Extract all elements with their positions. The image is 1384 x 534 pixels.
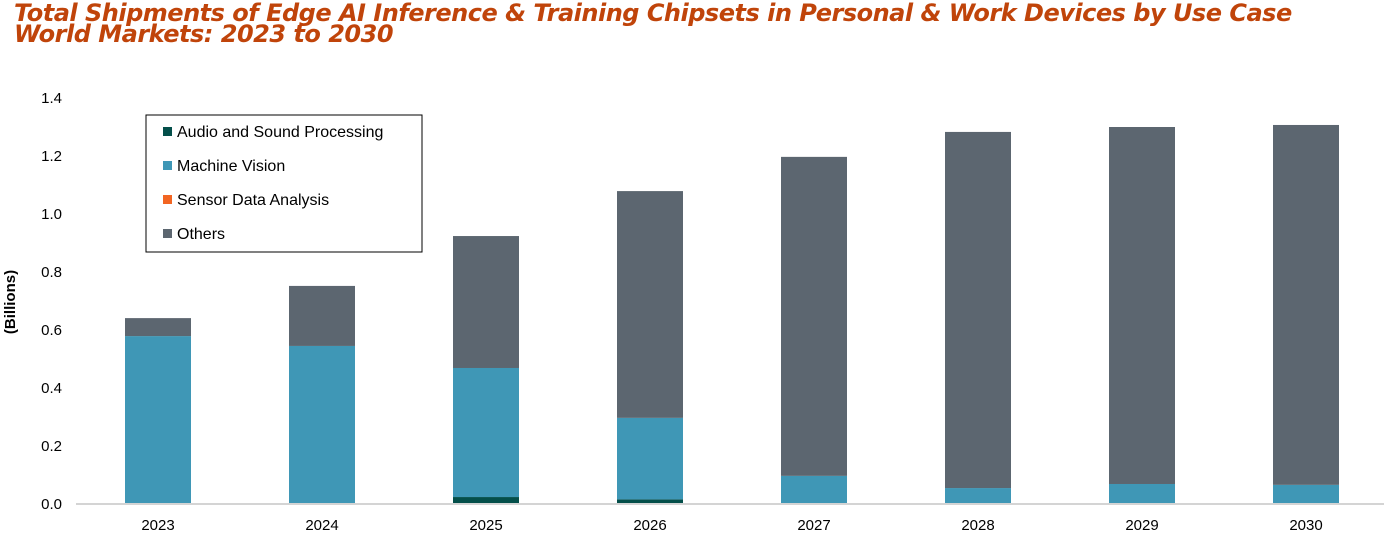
bar-others-2025	[453, 236, 519, 368]
bar-others-2026	[617, 191, 683, 418]
x-tick-label: 2027	[797, 517, 830, 534]
bar-others-2027	[781, 156, 847, 476]
legend-label: Machine Vision	[177, 158, 285, 175]
y-tick-label: 0.2	[41, 438, 62, 455]
x-tick-label: 2024	[305, 517, 338, 534]
y-tick-label: 1.0	[41, 206, 62, 223]
legend-label: Audio and Sound Processing	[177, 124, 383, 141]
y-tick-label: 0.6	[41, 322, 62, 339]
y-tick-label: 0.4	[41, 380, 62, 397]
bar-machine-vision-2025	[453, 367, 519, 498]
bar-machine-vision-2024	[289, 345, 355, 504]
bar-others-2024	[289, 285, 355, 346]
chart-title: Total Shipments of Edge AI Inference & T…	[14, 0, 1292, 27]
legend-swatch	[163, 161, 172, 170]
bar-machine-vision-2023	[125, 336, 191, 504]
y-tick-label: 1.2	[41, 148, 62, 165]
bar-audio-and-sound-processing-2026	[617, 499, 683, 504]
bar-others-2028	[945, 131, 1011, 489]
chart-subtitle: World Markets: 2023 to 2030	[14, 20, 394, 48]
x-tick-label: 2029	[1125, 517, 1158, 534]
legend-swatch	[163, 229, 172, 238]
x-tick-label: 2028	[961, 517, 994, 534]
x-tick-label: 2025	[469, 517, 502, 534]
legend: Audio and Sound Processing Machine Vision…	[145, 114, 423, 253]
bar-machine-vision-2029	[1109, 483, 1175, 504]
legend-label: Others	[177, 226, 225, 243]
y-tick-label: 0.0	[41, 496, 62, 513]
legend-label: Sensor Data Analysis	[177, 192, 329, 209]
bar-audio-and-sound-processing-2025	[453, 497, 519, 504]
y-axis-label: (Billions)	[2, 270, 19, 334]
x-tick-label: 2023	[141, 517, 174, 534]
x-tick-label: 2030	[1289, 517, 1322, 534]
legend-swatch	[163, 127, 172, 136]
y-tick-label: 0.8	[41, 264, 62, 281]
bar-others-2030	[1273, 124, 1339, 485]
x-tick-label: 2026	[633, 517, 666, 534]
bar-machine-vision-2030	[1273, 484, 1339, 504]
bar-machine-vision-2026	[617, 417, 683, 500]
legend-swatch	[163, 195, 172, 204]
bar-others-2023	[125, 318, 191, 337]
bar-others-2029	[1109, 127, 1175, 484]
bar-machine-vision-2028	[945, 488, 1011, 504]
bar-machine-vision-2027	[781, 475, 847, 504]
y-tick-label: 1.4	[41, 90, 62, 107]
